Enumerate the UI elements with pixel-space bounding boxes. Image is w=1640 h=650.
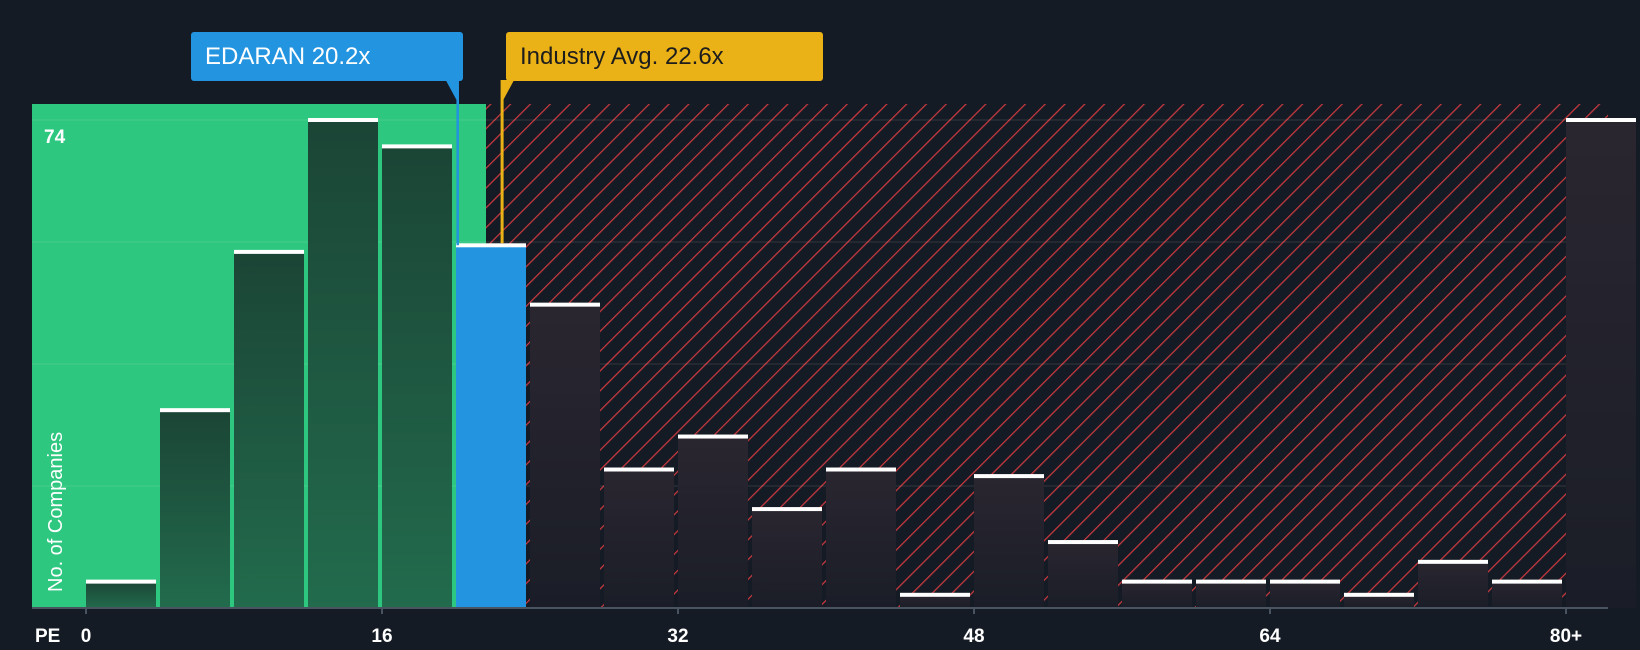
bar-11 (900, 594, 970, 608)
bar-cap-0 (86, 579, 156, 584)
x-tick-label: 0 (81, 626, 92, 647)
bar-cap-3 (308, 118, 378, 122)
company-callout: EDARAN 20.2x (191, 32, 463, 81)
bar-cap-5 (456, 243, 526, 248)
bar-cap-20 (1566, 118, 1636, 122)
bar-16 (1270, 581, 1340, 608)
bar-0 (86, 581, 156, 608)
bar-cap-16 (1270, 579, 1340, 584)
industry-callout-label: Industry Avg. 22.6x (520, 43, 724, 70)
bar-cap-10 (826, 467, 896, 472)
bar-6 (530, 304, 600, 608)
y-axis-label: No. of Companies (45, 432, 67, 592)
x-tick-label: 48 (963, 626, 984, 647)
bar-cap-6 (530, 302, 600, 307)
bar-7 (604, 469, 674, 608)
bar-8 (678, 436, 748, 608)
bar-2 (234, 251, 304, 608)
x-tick-label: 32 (667, 626, 688, 647)
bar-cap-15 (1196, 579, 1266, 584)
bar-cap-11 (900, 592, 970, 597)
x-tick-label: 80+ (1550, 626, 1582, 647)
bar-cap-9 (752, 507, 822, 512)
bar-19 (1492, 581, 1562, 608)
bar-5 (456, 245, 526, 608)
x-tick-labels: 0 16 32 48 64 80+ (81, 608, 1582, 647)
x-tick-label: 16 (371, 626, 392, 647)
bar-cap-8 (678, 434, 748, 439)
bar-cap-2 (234, 249, 304, 254)
y-max-label: 74 (44, 127, 66, 148)
bar-cap-4 (382, 144, 452, 149)
bar-13 (1048, 542, 1118, 608)
bar-cap-1 (160, 408, 230, 413)
bar-17 (1344, 594, 1414, 608)
bar-14 (1122, 581, 1192, 608)
bar-cap-13 (1048, 540, 1118, 545)
industry-callout-tail (501, 80, 515, 104)
bar-1 (160, 410, 230, 608)
bar-3 (308, 120, 378, 608)
bar-cap-17 (1344, 592, 1414, 597)
bar-9 (752, 509, 822, 608)
bar-cap-14 (1122, 579, 1192, 584)
bar-cap-7 (604, 467, 674, 472)
x-axis-label: PE (35, 626, 60, 647)
bar-12 (974, 476, 1044, 608)
bar-15 (1196, 581, 1266, 608)
bar-cap-19 (1492, 579, 1562, 584)
bar-20 (1566, 120, 1636, 608)
industry-callout: Industry Avg. 22.6x (506, 32, 823, 81)
bar-cap-18 (1418, 559, 1488, 564)
company-callout-label: EDARAN 20.2x (205, 43, 371, 70)
bar-4 (382, 146, 452, 609)
bar-10 (826, 469, 896, 608)
company-callout-tail (445, 80, 459, 104)
bar-cap-12 (974, 474, 1044, 479)
bars (86, 118, 1636, 609)
x-tick-label: 64 (1259, 626, 1281, 647)
bar-18 (1418, 561, 1488, 608)
